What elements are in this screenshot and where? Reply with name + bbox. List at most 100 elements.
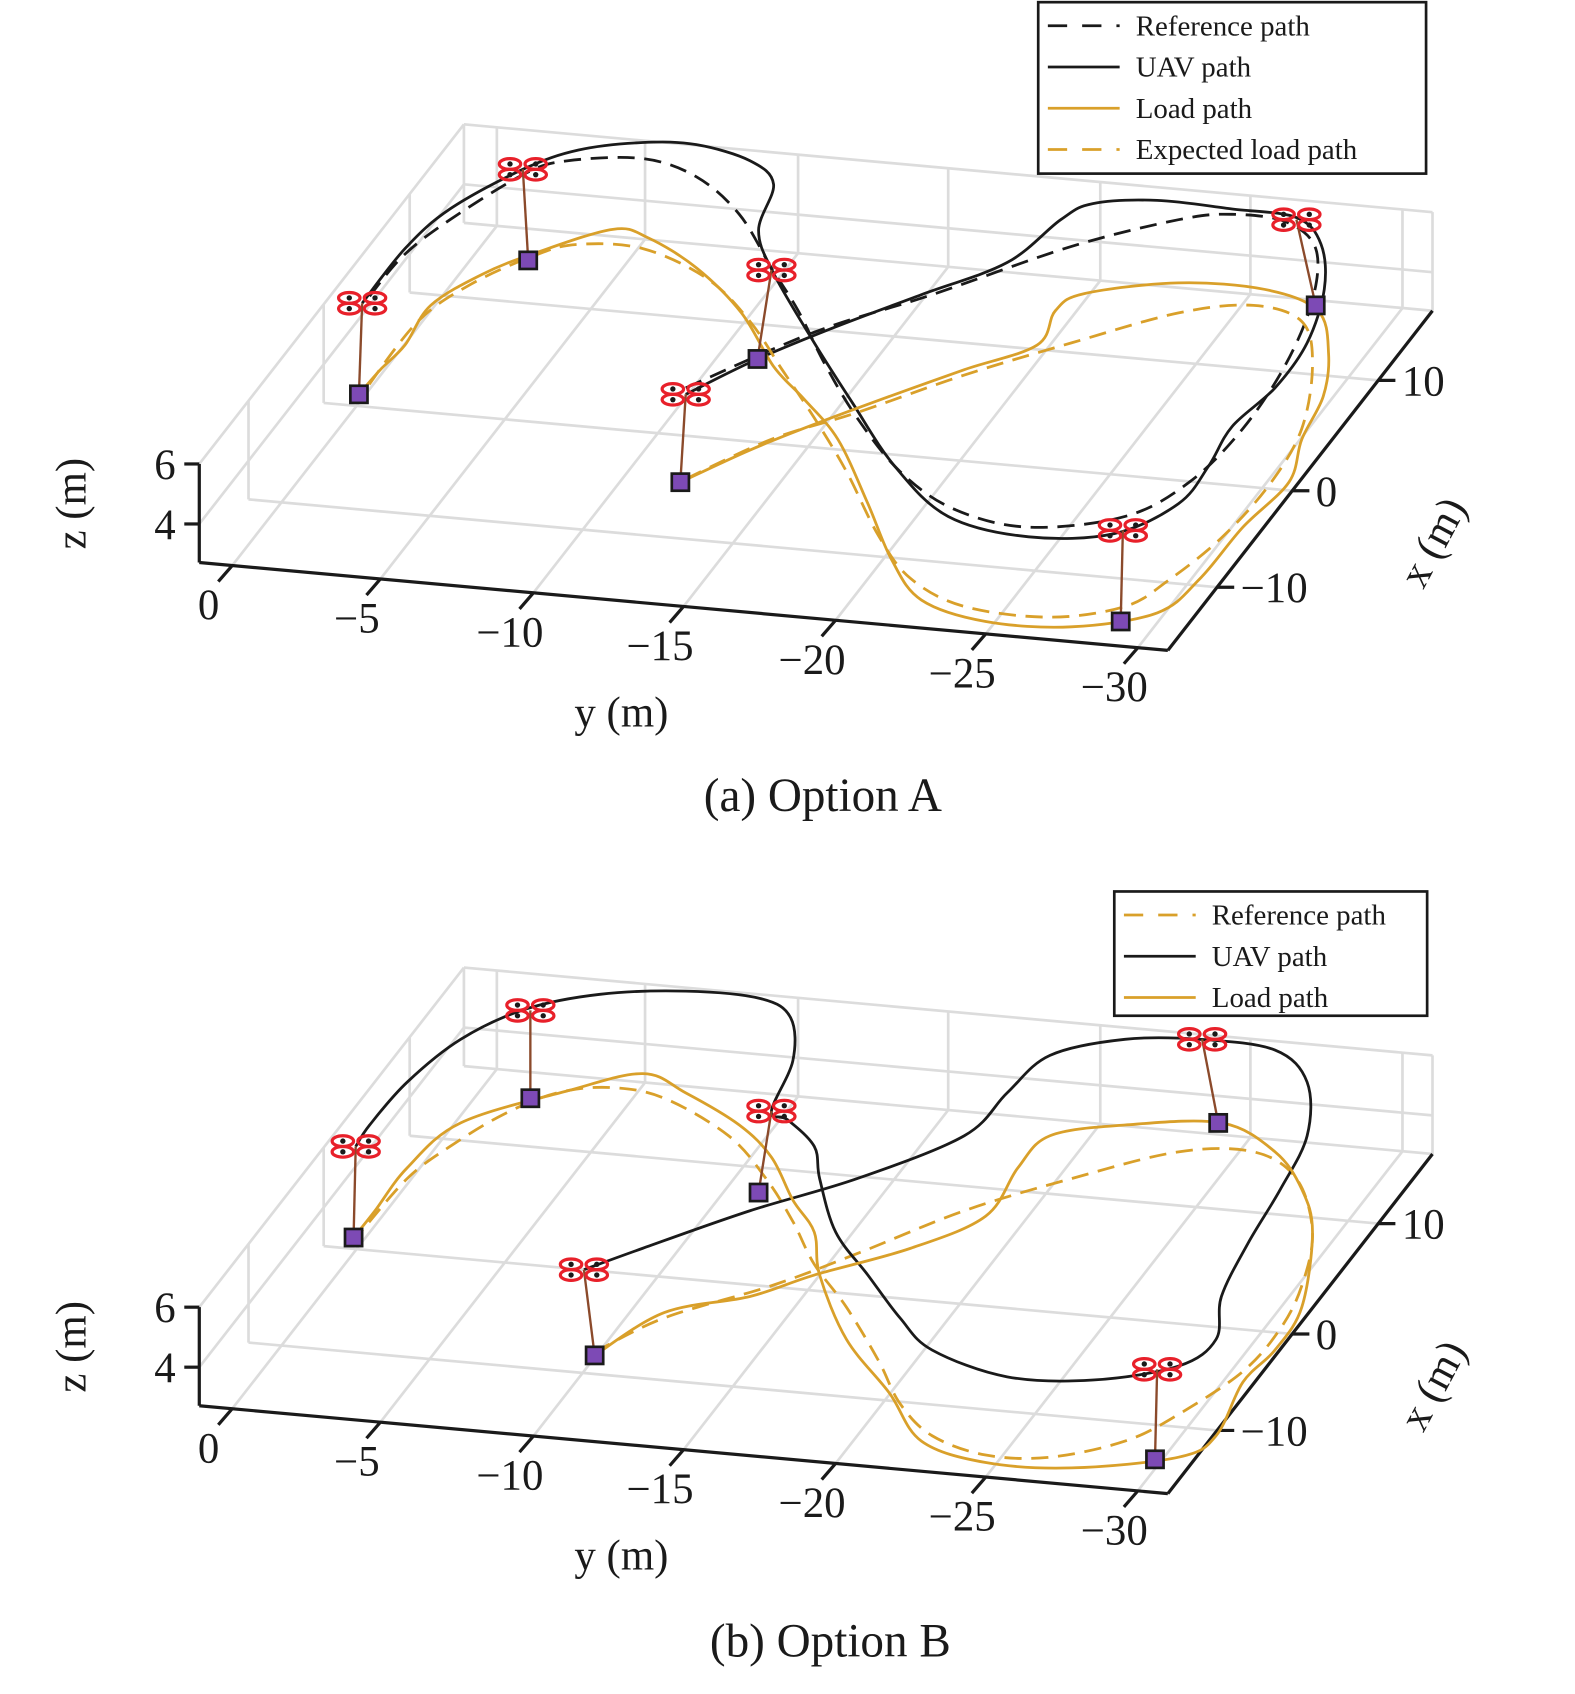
rotor <box>746 1109 771 1124</box>
rotor-hub <box>1133 522 1139 528</box>
rotor-hub <box>340 1149 346 1155</box>
legend-label: Reference path <box>1136 10 1311 42</box>
rotor-hub <box>1306 222 1312 228</box>
rotor-hub <box>533 161 539 167</box>
rotor <box>558 1268 584 1282</box>
rotor <box>1123 528 1149 543</box>
rotor-hub <box>781 262 787 268</box>
rotor <box>660 392 686 407</box>
grid <box>198 966 1434 1492</box>
load-box <box>343 1227 364 1248</box>
rotor-hub <box>1280 211 1287 217</box>
rotor-hub <box>568 1272 574 1278</box>
y-tick-label: −30 <box>1081 664 1148 711</box>
tether-line <box>757 1110 773 1193</box>
quadrotor-icon <box>497 156 549 182</box>
rotor-hub <box>514 1013 521 1019</box>
y-tick <box>820 619 837 638</box>
grid-line <box>323 1244 1293 1336</box>
rotor-hub <box>507 172 513 178</box>
rotor-hub <box>1186 1031 1192 1037</box>
rotor-hub <box>781 272 787 279</box>
rotor <box>1131 1367 1157 1382</box>
rotor <box>362 301 388 316</box>
legend-label: UAV path <box>1212 941 1328 973</box>
tether-line <box>352 1146 357 1238</box>
y-tick <box>365 1421 382 1440</box>
quadrotor-icon <box>330 1134 381 1159</box>
grid-line <box>834 1123 1102 1465</box>
x-axis-label: x (m) <box>1391 1333 1477 1438</box>
grid-line <box>834 279 1102 622</box>
legend: Reference path UAV path Load path Expected … <box>1036 0 1428 175</box>
rotor-hub <box>755 272 762 279</box>
y-tick <box>217 1407 234 1426</box>
load-box <box>1145 1449 1165 1470</box>
series-load-path <box>357 227 1331 629</box>
z-tick-label: 4 <box>154 502 175 549</box>
load-box <box>1110 611 1131 632</box>
rotor-hub <box>514 1002 521 1008</box>
y-tick-label: −15 <box>626 1466 693 1513</box>
rotor <box>1296 218 1322 232</box>
quadrotor-icon <box>505 998 556 1023</box>
rotor-hub <box>365 1149 372 1155</box>
grid-line <box>463 1026 1433 1117</box>
rotor-hub <box>1212 1042 1218 1048</box>
quadrotor-icon <box>1097 518 1149 543</box>
grid-line <box>984 1136 1252 1478</box>
rotor-hub <box>568 1261 574 1267</box>
load-box <box>518 250 539 271</box>
rotor-hub <box>346 295 352 301</box>
grid-line <box>1136 1150 1404 1492</box>
y-tick <box>668 1448 685 1467</box>
y-tick <box>365 577 382 597</box>
legend-label: Load path <box>1212 982 1329 1014</box>
y-tick-label: −30 <box>1081 1507 1148 1554</box>
rotor-hub <box>594 1261 600 1267</box>
rotor <box>1202 1037 1228 1052</box>
rotor <box>771 1109 797 1124</box>
rotor-hub <box>533 172 539 178</box>
rotor <box>746 268 771 283</box>
rotor-hub <box>755 1113 762 1120</box>
rotor-hub <box>540 1013 546 1019</box>
grid-line <box>198 123 465 465</box>
grid-line <box>682 265 950 608</box>
series-uav-path <box>354 989 1313 1383</box>
series-uav-path <box>361 140 1327 540</box>
tether-line <box>1153 1369 1159 1460</box>
rotor-hub <box>1167 1361 1173 1367</box>
z-tick-label: 6 <box>154 1285 175 1332</box>
grid-line <box>409 1134 1379 1225</box>
grid-line <box>231 1068 498 1410</box>
grid-line <box>682 1109 950 1451</box>
legend-label: Load path <box>1136 93 1253 125</box>
panel-a: (a) Option A 0 −5 −10 −15 −20 −25 −30 10 0 −10 6 4 y… <box>49 0 1476 822</box>
series-reference-path <box>363 156 1320 529</box>
rotor <box>523 167 549 182</box>
x-axis <box>1166 309 1434 652</box>
x-tick-label: −10 <box>1241 565 1308 612</box>
rotor-hub <box>670 397 676 403</box>
x-tick-label: −10 <box>1241 1408 1308 1455</box>
quadrotor-icon <box>1271 207 1322 232</box>
x-tick-label: 0 <box>1316 1312 1337 1359</box>
grid-line <box>198 183 465 525</box>
load-box <box>670 472 691 493</box>
rotor-hub <box>372 295 378 301</box>
rotor-hub <box>755 1103 762 1109</box>
quadrotor-icon <box>746 1098 797 1124</box>
z-axis-label: z (m) <box>49 458 96 550</box>
rotor <box>1157 1367 1183 1382</box>
load-box <box>1305 295 1326 316</box>
rotor <box>330 1144 356 1159</box>
quadrotor-icon <box>336 290 388 316</box>
grid-line <box>463 221 1433 313</box>
rotor-hub <box>540 1002 546 1008</box>
rotor-hub <box>346 305 352 312</box>
y-tick-label: −15 <box>626 623 693 670</box>
y-tick-label: 0 <box>198 1425 219 1472</box>
y-tick <box>518 591 535 610</box>
